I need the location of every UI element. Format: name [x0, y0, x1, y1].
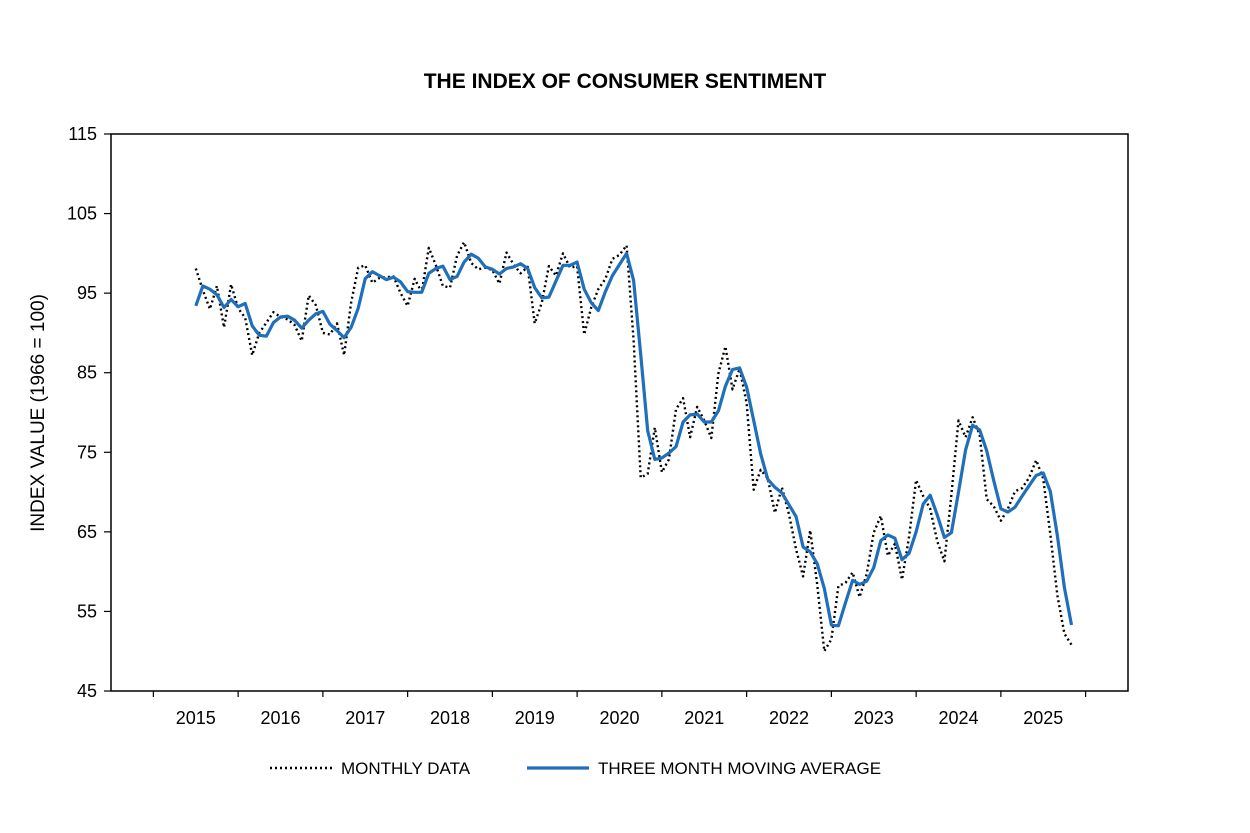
- moving-average-line: [194, 251, 1074, 628]
- y-tick-label: 105: [67, 204, 97, 224]
- y-tick-label: 45: [77, 681, 97, 701]
- y-tick-label: 55: [77, 601, 97, 621]
- legend-item-monthly: MONTHLY DATA: [270, 759, 471, 778]
- x-tick-label: 2023: [854, 708, 894, 728]
- x-tick-label: 2022: [769, 708, 809, 728]
- monthly-data-line: [194, 240, 1073, 653]
- x-tick-label: 2025: [1023, 708, 1063, 728]
- x-tick-label: 2019: [515, 708, 555, 728]
- legend-label: MONTHLY DATA: [341, 759, 471, 778]
- chart-title: THE INDEX OF CONSUMER SENTIMENT: [423, 70, 827, 93]
- y-tick-label: 95: [77, 283, 97, 303]
- x-tick-label: 2024: [938, 708, 978, 728]
- y-axis-title: INDEX VALUE (1966 = 100): [28, 294, 49, 532]
- x-tick-label: 2020: [599, 708, 639, 728]
- legend-item-moving-average: THREE MONTH MOVING AVERAGE: [527, 759, 881, 778]
- x-tick-label: 2021: [684, 708, 724, 728]
- x-tick-label: 2018: [430, 708, 470, 728]
- x-tick-label: 2016: [260, 708, 300, 728]
- x-tick-label: 2015: [176, 708, 216, 728]
- plot-area-frame: [110, 133, 1129, 692]
- y-tick-label: 75: [77, 442, 97, 462]
- legend-label: THREE MONTH MOVING AVERAGE: [598, 759, 881, 778]
- y-tick-label: 85: [77, 363, 97, 383]
- y-tick-label: 65: [77, 522, 97, 542]
- x-tick-label: 2017: [345, 708, 385, 728]
- y-tick-label: 115: [68, 124, 97, 144]
- legend: MONTHLY DATA THREE MONTH MOVING AVERAGE: [270, 759, 881, 778]
